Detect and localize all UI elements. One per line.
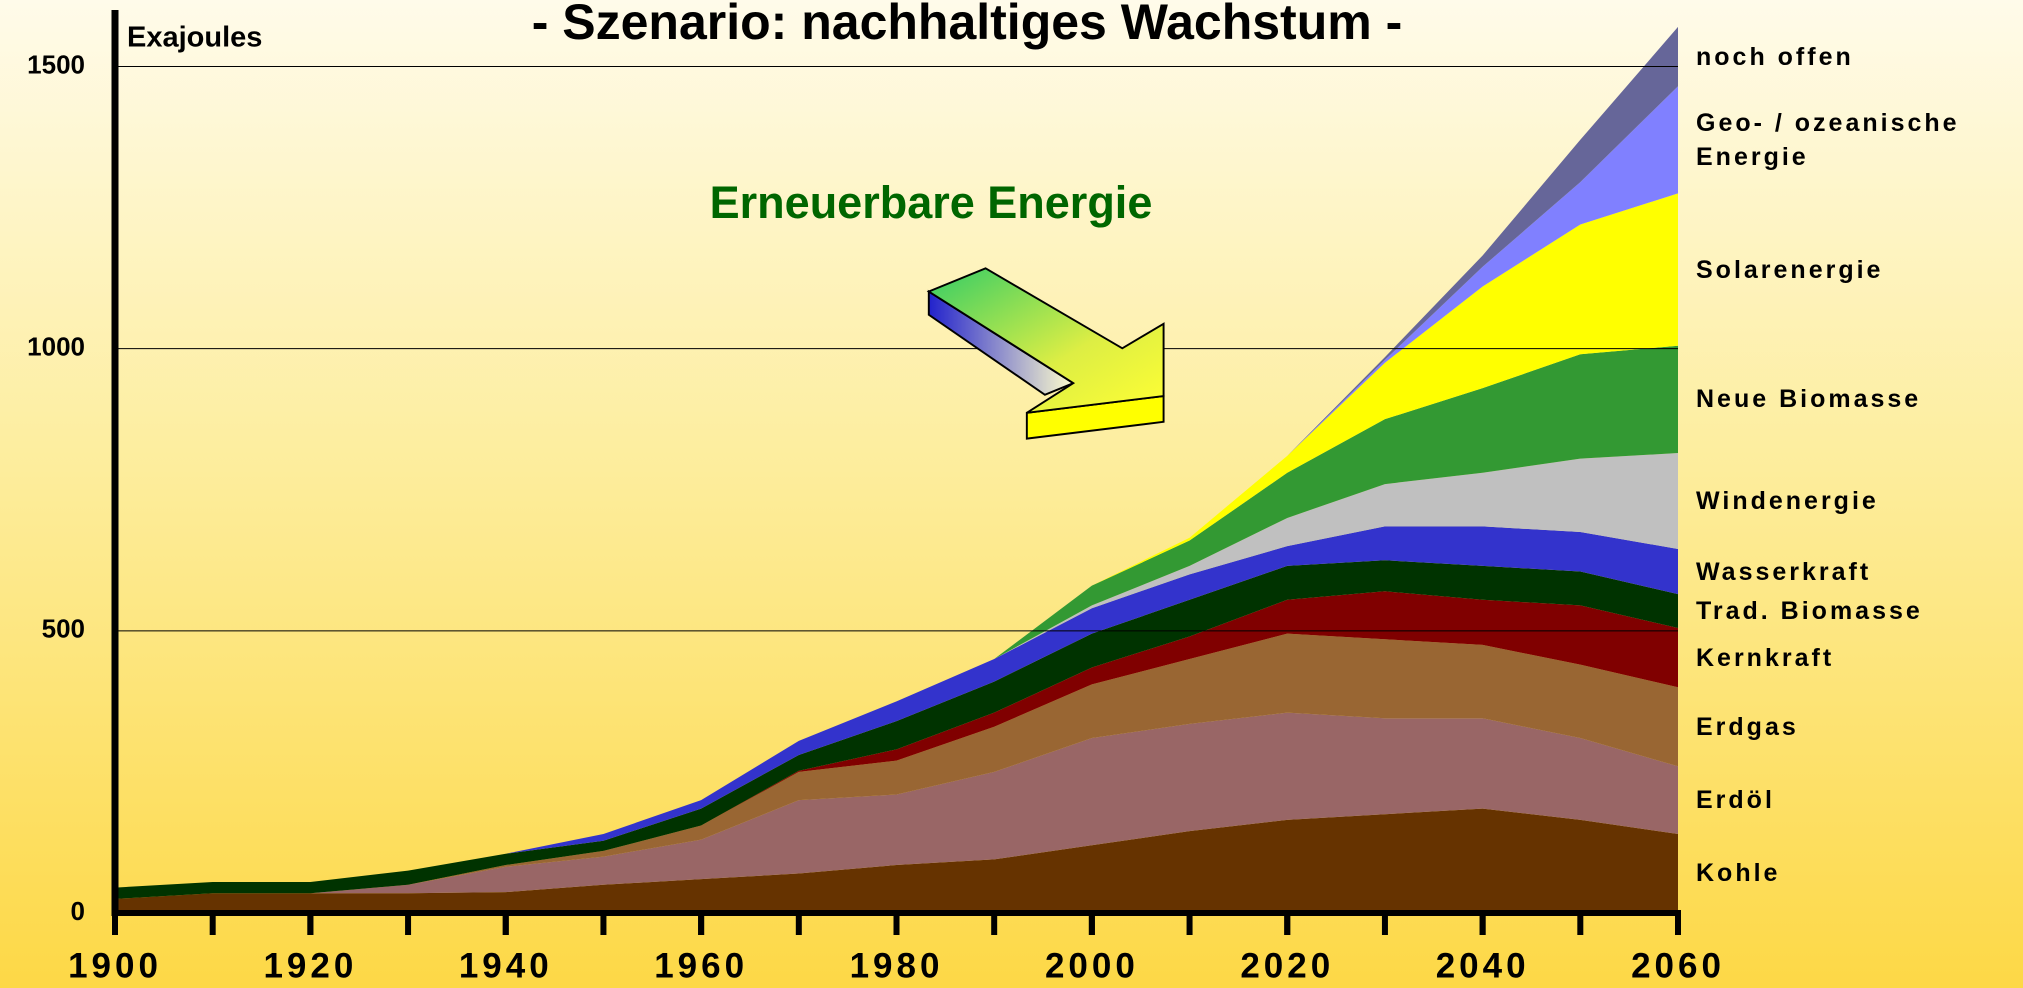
- chart-title: - Szenario: nachhaltiges Wachstum -: [532, 0, 1403, 50]
- x-tick-label: 2060: [1631, 946, 1725, 985]
- legend-label: Kohle: [1696, 859, 1781, 888]
- x-tick-label: 2000: [1045, 946, 1139, 985]
- x-tick-label: 1940: [459, 946, 553, 985]
- legend-label: Erdöl: [1696, 786, 1775, 815]
- legend-label: Wasserkraft: [1696, 557, 1872, 586]
- area: [115, 526, 1678, 888]
- legend-label: Windenergie: [1696, 487, 1879, 515]
- y-tick-label: 1500: [27, 49, 85, 79]
- legend-label: noch offen: [1696, 42, 1854, 71]
- area: [115, 712, 1678, 899]
- x-tick-label: 1980: [850, 946, 944, 985]
- y-tick-label: 0: [71, 896, 85, 926]
- legend-label: Erdgas: [1696, 712, 1799, 741]
- arrow: [926, 267, 1165, 440]
- legend-label: Solarenergie: [1696, 255, 1884, 284]
- y-tick-label: 1000: [27, 332, 85, 362]
- legend-label: Kernkraft: [1696, 643, 1835, 672]
- annotation: Erneuerbare Energie: [710, 177, 1153, 228]
- legend-label: Trad. Biomasse: [1696, 597, 1923, 626]
- x-tick-label: 1920: [263, 946, 357, 985]
- legend-label: Geo- / ozeanische Energie: [1696, 108, 1960, 171]
- x-tick-label: 2040: [1436, 946, 1530, 985]
- x-tick-label: 1960: [654, 946, 748, 985]
- area: [115, 633, 1678, 899]
- area: [115, 591, 1678, 899]
- y-tick-label: 500: [42, 614, 85, 644]
- y-axis-label: Exajoules: [127, 22, 262, 54]
- x-tick-label: 1900: [68, 946, 162, 985]
- area: [115, 808, 1678, 913]
- area: [115, 193, 1678, 888]
- area: [115, 345, 1678, 888]
- area: [115, 560, 1678, 899]
- legend-label: Neue Biomasse: [1696, 385, 1922, 414]
- area: [115, 453, 1678, 888]
- x-tick-label: 2020: [1240, 946, 1334, 985]
